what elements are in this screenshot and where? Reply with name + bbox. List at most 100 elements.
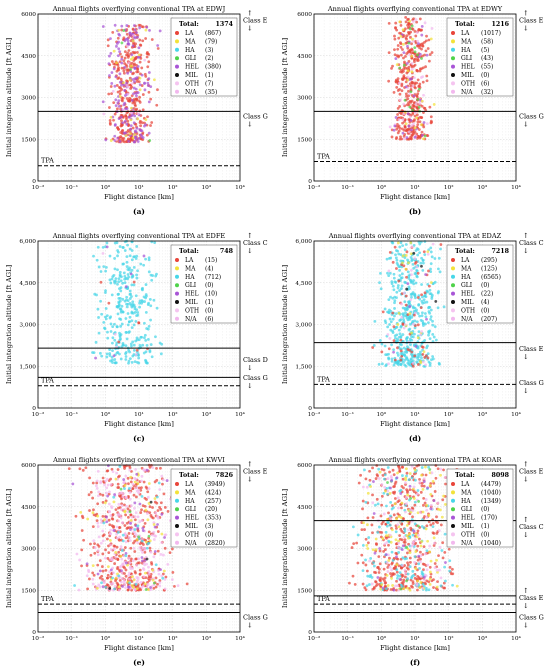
data-point (134, 294, 138, 298)
data-point (135, 254, 139, 258)
data-point (95, 519, 99, 523)
data-point (380, 483, 384, 486)
data-point (422, 137, 425, 141)
data-point (154, 511, 158, 515)
data-point (402, 320, 406, 323)
data-point (148, 350, 152, 354)
data-point (419, 560, 422, 564)
data-point (103, 518, 106, 522)
data-point (118, 140, 122, 143)
y-axis-label: Initial integration altitude [ft AGL] (281, 488, 289, 608)
data-point (156, 514, 159, 518)
data-point (101, 493, 105, 497)
data-point (401, 544, 405, 548)
data-point (408, 588, 412, 592)
x-tick-label: 10⁴ (511, 411, 521, 418)
data-point (124, 474, 128, 478)
data-point (397, 551, 401, 554)
data-point (111, 89, 115, 93)
data-point (112, 547, 116, 551)
data-point (403, 538, 407, 542)
arrow-up-icon: ↑ (247, 232, 253, 240)
data-point (424, 315, 428, 319)
data-point (113, 332, 117, 336)
data-point (416, 363, 420, 366)
data-point (158, 579, 162, 582)
data-point (166, 562, 170, 566)
data-point (114, 555, 118, 559)
data-point (97, 583, 101, 587)
data-point (429, 37, 433, 41)
data-point (128, 571, 131, 575)
data-point (394, 526, 398, 530)
data-point (388, 470, 391, 474)
data-point (431, 355, 435, 358)
data-point (118, 92, 122, 96)
data-point (403, 527, 407, 531)
data-point (402, 587, 406, 590)
data-point (115, 241, 119, 245)
data-point (420, 481, 424, 485)
data-point (144, 37, 148, 40)
data-point (380, 522, 384, 526)
data-point (125, 331, 129, 334)
data-point (429, 317, 432, 321)
data-point (386, 489, 390, 493)
data-point (371, 548, 375, 552)
series-hel (94, 245, 146, 360)
data-point (111, 576, 114, 580)
data-point (141, 93, 145, 96)
data-point (122, 464, 126, 468)
data-point (133, 360, 137, 364)
legend-entry-label: HEL (461, 515, 475, 522)
data-point (109, 51, 113, 55)
data-point (418, 251, 422, 255)
data-point (136, 524, 140, 528)
data-point (126, 71, 130, 75)
data-point (408, 115, 412, 119)
data-point (156, 530, 160, 533)
data-point (430, 255, 434, 259)
data-point (415, 247, 419, 251)
data-point (132, 265, 136, 269)
data-point (420, 345, 424, 349)
data-point (403, 540, 407, 544)
data-point (405, 62, 409, 65)
airspace-class-label: Class G (243, 613, 268, 621)
data-point (101, 552, 105, 556)
data-point (380, 467, 384, 471)
data-point (413, 50, 417, 54)
data-point (406, 493, 410, 497)
data-point (138, 344, 142, 347)
data-point (414, 532, 418, 536)
data-point (436, 306, 440, 310)
legend-entry-label: HEL (461, 64, 475, 71)
data-point (425, 53, 429, 57)
data-point (136, 526, 140, 530)
data-point (144, 588, 148, 591)
data-point (145, 562, 148, 566)
legend-entry-label: N/A (185, 89, 197, 96)
data-point (101, 501, 105, 504)
data-point (411, 322, 415, 326)
data-point (389, 500, 393, 504)
data-point (410, 62, 414, 65)
data-point (387, 362, 390, 366)
data-point (128, 565, 132, 569)
data-point (397, 311, 401, 315)
data-point (129, 521, 132, 525)
data-point (109, 322, 113, 326)
data-point (431, 242, 435, 246)
data-point (448, 565, 452, 569)
data-point (131, 340, 135, 344)
data-point (394, 538, 398, 542)
data-point (376, 530, 380, 534)
data-point (398, 245, 402, 249)
data-point (132, 493, 136, 497)
data-point (422, 503, 425, 507)
data-point (119, 307, 123, 311)
legend-entry-label: MA (461, 489, 472, 496)
data-point (112, 118, 115, 122)
data-point (134, 353, 138, 356)
data-point (378, 281, 381, 285)
